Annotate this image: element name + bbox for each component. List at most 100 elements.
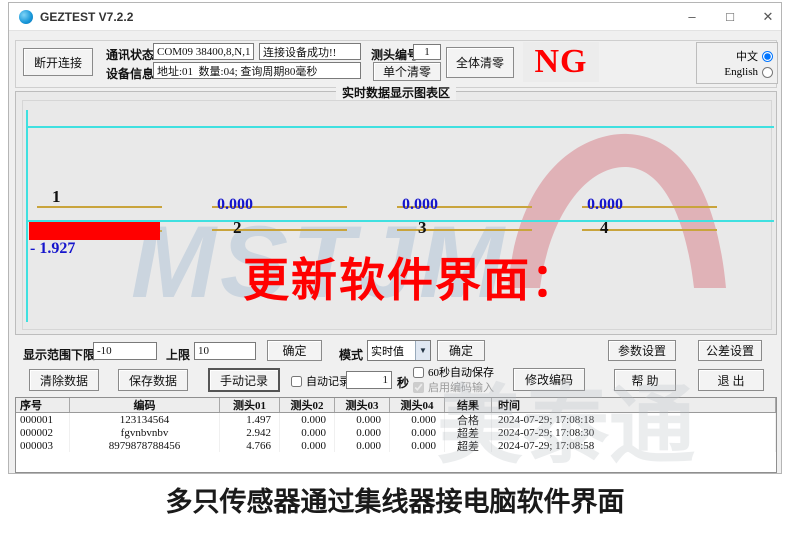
table-row[interactable]: 000003 8979878788456 4.766 0.000 0.000 0.000 超… (16, 439, 776, 453)
channel2-number: 2 (233, 218, 242, 237)
probe-no-field[interactable] (413, 44, 441, 60)
comm-message-field[interactable] (259, 43, 361, 60)
channel2-bottom-tick-line (212, 229, 347, 231)
param-settings-button[interactable]: 参数设置 (608, 340, 676, 361)
zero-baseline (26, 220, 774, 222)
autosave-label: 60秒自动保存 (428, 367, 494, 379)
channel4-number: 4 (600, 218, 609, 237)
single-zero-button[interactable]: 单个清零 (373, 62, 441, 81)
table-cell: 000003 (16, 439, 70, 452)
auto-record-checkbox[interactable] (291, 375, 302, 387)
channel4-top-tick-line (582, 206, 717, 208)
interval-unit-label: 秒 (397, 376, 410, 390)
autosave-checkbox-row[interactable]: 60秒自动保存 (413, 364, 494, 380)
close-button[interactable]: ✕ (762, 9, 774, 24)
column-header[interactable]: 时间 (492, 398, 776, 412)
table-cell: 0.000 (280, 439, 335, 452)
column-header[interactable]: 测头02 (280, 398, 335, 412)
table-row[interactable]: 000001 123134564 1.497 0.000 0.000 0.000 合格 202… (16, 413, 776, 427)
language-option-chinese[interactable]: 中文 (701, 48, 773, 64)
channel1-top-tick-line (37, 206, 162, 208)
channel3-value: 0.000 (402, 196, 438, 213)
language-chinese-radio[interactable] (762, 50, 773, 62)
app-window: GEZTEST V7.2.2 – □ ✕ 断开连接 通讯状态 设备信息 测头编号… (8, 2, 782, 474)
minimize-button[interactable]: – (688, 9, 696, 24)
channel2-top-tick-line (212, 206, 347, 208)
range-upper-field[interactable] (194, 342, 256, 360)
column-header[interactable]: 测头03 (335, 398, 390, 412)
language-english-radio[interactable] (762, 66, 773, 78)
title-bar: GEZTEST V7.2.2 – □ ✕ (9, 3, 781, 31)
code-input-checkbox-row: 启用编码输入 (413, 379, 494, 395)
range-confirm-button[interactable]: 确定 (267, 340, 322, 361)
auto-record-checkbox-row[interactable]: 自动记录 (291, 373, 350, 389)
table-cell: 123134564 (70, 413, 220, 426)
mode-selected-value: 实时值 (371, 345, 404, 358)
chevron-down-icon[interactable]: ▼ (415, 341, 430, 360)
language-chinese-label: 中文 (736, 51, 758, 63)
results-table[interactable]: 序号 编码 测头01 测头02 测头03 测头04 结果 时间 000001 123134564… (15, 397, 777, 473)
column-header[interactable]: 测头04 (390, 398, 445, 412)
table-row[interactable]: 000002 fgvnbvnbv 2.942 0.000 0.000 0.000 超差 202… (16, 426, 776, 440)
table-cell: 0.000 (335, 439, 390, 452)
table-cell: 2024-07-29; 17:08:18 (492, 413, 776, 426)
column-header[interactable]: 编码 (70, 398, 220, 412)
column-header[interactable]: 测头01 (220, 398, 280, 412)
autosave-checkbox[interactable] (413, 366, 424, 378)
range-lower-field[interactable] (93, 342, 157, 360)
table-cell: 000001 (16, 413, 70, 426)
table-cell: 0.000 (390, 413, 445, 426)
help-button[interactable]: 帮 助 (614, 369, 676, 391)
disconnect-button[interactable]: 断开连接 (23, 48, 93, 76)
watermark-logo-text: MSTJM (131, 205, 508, 319)
watermark-swoosh (508, 133, 726, 288)
code-input-checkbox (413, 381, 424, 393)
mode-confirm-button[interactable]: 确定 (437, 340, 485, 361)
table-cell: 4.766 (220, 439, 280, 452)
mode-select[interactable]: 实时值 ▼ (367, 340, 431, 361)
language-panel: 中文 English (696, 42, 778, 84)
upper-limit-line (26, 126, 774, 128)
channel1-value: - 1.927 (30, 240, 76, 257)
table-cell: 0.000 (280, 426, 335, 439)
table-cell: 8979878788456 (70, 439, 220, 452)
table-cell: fgvnbvnbv (70, 426, 220, 439)
column-header[interactable]: 结果 (445, 398, 492, 412)
table-cell: 0.000 (335, 413, 390, 426)
channel3-top-tick-line (397, 206, 532, 208)
table-cell: 超差 (445, 439, 492, 453)
save-data-button[interactable]: 保存数据 (118, 369, 188, 391)
table-cell: 0.000 (390, 426, 445, 439)
comm-port-field[interactable] (153, 43, 254, 60)
table-cell: 0.000 (390, 439, 445, 452)
table-cell: 超差 (445, 426, 492, 440)
exit-button[interactable]: 退 出 (698, 369, 764, 391)
page-caption: 多只传感器通过集线器接电脑软件界面 (165, 487, 625, 517)
ng-status-text: NG (534, 43, 588, 80)
chart-left-axis-line (26, 110, 28, 322)
clear-data-button[interactable]: 清除数据 (29, 369, 99, 391)
language-option-english[interactable]: English (701, 66, 773, 78)
device-info-field[interactable] (153, 62, 361, 79)
column-header[interactable]: 序号 (16, 398, 70, 412)
edit-code-button[interactable]: 修改编码 (513, 368, 585, 391)
channel3-number: 3 (418, 218, 427, 237)
channel1-number: 1 (52, 187, 61, 206)
chart-groupbox: 实时数据显示图表区 MSTJM 1 - 1.927 0.000 2 0.000 (15, 84, 777, 335)
maximize-button[interactable]: □ (726, 9, 734, 24)
table-header-row: 序号 编码 测头01 测头02 测头03 测头04 结果 时间 (16, 398, 776, 413)
table-cell: 2024-07-29; 17:08:58 (492, 439, 776, 452)
mode-label: 模式 (339, 348, 364, 362)
channel3-bottom-tick-line (397, 229, 532, 231)
auto-record-interval-field[interactable] (346, 371, 392, 389)
device-info-label: 设备信息 (106, 67, 155, 81)
tolerance-settings-button[interactable]: 公差设置 (698, 340, 762, 361)
all-zero-button[interactable]: 全体清零 (446, 47, 514, 78)
table-cell: 2.942 (220, 426, 280, 439)
range-upper-label: 上限 (166, 348, 191, 362)
channel4-bottom-tick-line (582, 229, 717, 231)
manual-record-button[interactable]: 手动记录 (208, 368, 280, 392)
range-lower-label: 显示范围下限 (23, 348, 96, 362)
channel4-value: 0.000 (587, 196, 623, 213)
